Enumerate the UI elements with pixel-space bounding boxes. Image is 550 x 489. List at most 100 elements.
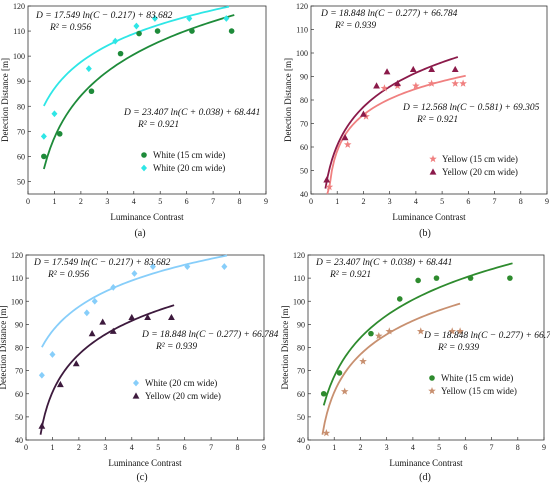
data-point-1-5 bbox=[394, 79, 401, 87]
data-point-1-1 bbox=[56, 380, 64, 388]
data-point-1-1 bbox=[341, 134, 349, 141]
legend-marker-0 bbox=[133, 379, 139, 387]
data-point-1-2 bbox=[360, 110, 367, 117]
data-point-0-7 bbox=[507, 275, 513, 281]
data-point-0-0 bbox=[38, 371, 45, 379]
x-tick-label: 0 bbox=[26, 197, 30, 206]
data-point-0-3 bbox=[91, 297, 98, 305]
data-point-1-7 bbox=[428, 65, 436, 73]
y-tick-label: 80 bbox=[15, 344, 23, 353]
data-point-0-5 bbox=[154, 28, 161, 34]
equation-line: D = 18.848 ln(C − 0.277) + 66.784 bbox=[423, 330, 550, 341]
x-tick-label: 5 bbox=[158, 197, 162, 206]
data-point-0-0 bbox=[320, 390, 327, 397]
data-point-1-8 bbox=[168, 313, 175, 321]
data-point-0-1 bbox=[49, 351, 56, 358]
y-tick-label: 90 bbox=[15, 320, 23, 329]
y-tick-label: 90 bbox=[17, 77, 25, 86]
x-tick-label: 1 bbox=[335, 197, 339, 206]
x-tick-label: 5 bbox=[440, 197, 444, 206]
y-tick-label: 50 bbox=[17, 177, 25, 186]
x-tick-label: 3 bbox=[103, 443, 107, 452]
data-point-0-2 bbox=[88, 88, 95, 95]
y-tick-label: 50 bbox=[300, 167, 308, 176]
legend-marker-1 bbox=[428, 387, 436, 395]
y-tick-label: 80 bbox=[300, 96, 308, 105]
y-axis-title: Detection Distance [m] bbox=[280, 306, 290, 390]
x-axis-title: Luminance Contrast bbox=[110, 212, 184, 222]
data-point-0-6 bbox=[427, 79, 436, 87]
data-point-1-0 bbox=[323, 176, 331, 183]
legend-label-1: Yellow (15 cm wide) bbox=[441, 386, 517, 396]
y-tick-label: 110 bbox=[13, 27, 25, 36]
y-axis-title: Detection Distance [m] bbox=[283, 58, 293, 142]
fit-curve-1 bbox=[324, 56, 459, 189]
panel-caption: (b) bbox=[419, 228, 431, 239]
data-point-1-3 bbox=[112, 37, 119, 45]
x-tick-label: 7 bbox=[211, 197, 215, 206]
legend-marker-1 bbox=[141, 164, 147, 172]
data-point-1-3 bbox=[373, 82, 380, 89]
x-tick-label: 4 bbox=[132, 197, 136, 206]
data-point-1-7 bbox=[223, 15, 230, 22]
x-tick-label: 4 bbox=[414, 197, 418, 206]
y-tick-label: 50 bbox=[297, 413, 305, 422]
panel-caption: (a) bbox=[134, 228, 145, 239]
legend-label-0: White (15 cm wide) bbox=[153, 150, 225, 160]
data-point-1-5 bbox=[151, 15, 158, 22]
y-tick-label: 120 bbox=[296, 2, 308, 11]
data-point-1-8 bbox=[451, 65, 459, 73]
plot-frame bbox=[27, 5, 267, 195]
r-squared-line: R² = 0.939 bbox=[437, 343, 479, 353]
y-tick-label: 60 bbox=[15, 390, 23, 399]
x-tick-label: 8 bbox=[236, 443, 240, 452]
y-tick-label: 70 bbox=[297, 367, 305, 376]
y-tick-label: 70 bbox=[300, 120, 308, 129]
x-tick-label: 5 bbox=[437, 443, 441, 452]
legend-marker-0 bbox=[429, 375, 435, 381]
y-tick-label: 40 bbox=[300, 190, 308, 199]
data-point-0-8 bbox=[459, 79, 467, 87]
data-point-0-6 bbox=[189, 28, 195, 34]
x-tick-label: 2 bbox=[77, 443, 81, 452]
x-tick-label: 6 bbox=[185, 197, 189, 206]
data-point-0-0 bbox=[325, 182, 334, 191]
x-tick-label: 3 bbox=[388, 197, 392, 206]
data-point-1-2 bbox=[359, 357, 367, 365]
data-point-1-1 bbox=[51, 110, 58, 118]
x-tick-label: 0 bbox=[306, 443, 310, 452]
data-point-0-8 bbox=[221, 263, 228, 270]
fit-curve-0 bbox=[41, 254, 228, 348]
x-tick-label: 0 bbox=[24, 443, 28, 452]
equation-line: D = 12.568 ln(C − 0.581) + 69.305 bbox=[402, 102, 540, 113]
y-tick-label: 80 bbox=[17, 102, 25, 111]
x-tick-label: 3 bbox=[105, 197, 109, 206]
r-squared-line: R² = 0.939 bbox=[334, 21, 376, 31]
x-tick-label: 7 bbox=[490, 443, 494, 452]
x-tick-label: 2 bbox=[79, 197, 83, 206]
data-point-0-3 bbox=[117, 50, 124, 57]
plot-frame bbox=[25, 254, 265, 441]
y-tick-label: 60 bbox=[297, 390, 305, 399]
panel-caption: (d) bbox=[419, 472, 431, 483]
data-point-1-6 bbox=[409, 65, 417, 73]
data-point-0-6 bbox=[149, 263, 156, 270]
x-axis-title: Luminance Contrast bbox=[392, 212, 466, 222]
data-point-0-0 bbox=[41, 153, 47, 160]
y-tick-label: 90 bbox=[300, 73, 308, 82]
y-tick-label: 70 bbox=[17, 127, 25, 136]
x-tick-label: 7 bbox=[209, 443, 213, 452]
y-tick-label: 50 bbox=[15, 413, 23, 422]
x-tick-label: 0 bbox=[309, 197, 313, 206]
y-tick-label: 80 bbox=[297, 344, 305, 353]
data-point-0-1 bbox=[56, 131, 63, 137]
y-tick-label: 100 bbox=[13, 52, 25, 61]
chart-panel-1: 0 1 2 3 4 5 6 7 8 9 40 50 60 70 80 90 100 110 120 Luminance… bbox=[283, 2, 549, 239]
x-axis-title: Luminance Contrast bbox=[108, 458, 182, 468]
legend-marker-0 bbox=[429, 155, 437, 163]
data-point-0-1 bbox=[336, 370, 343, 376]
data-point-0-3 bbox=[380, 84, 389, 92]
legend-label-0: White (15 cm wide) bbox=[441, 373, 513, 383]
chart-panel-0: 0 1 2 3 4 5 6 7 8 9 50 60 70 80 90 100 110 120 Luminance C… bbox=[0, 2, 268, 239]
equation-line: D = 18.848 ln(C − 0.277) + 66.784 bbox=[141, 329, 279, 340]
